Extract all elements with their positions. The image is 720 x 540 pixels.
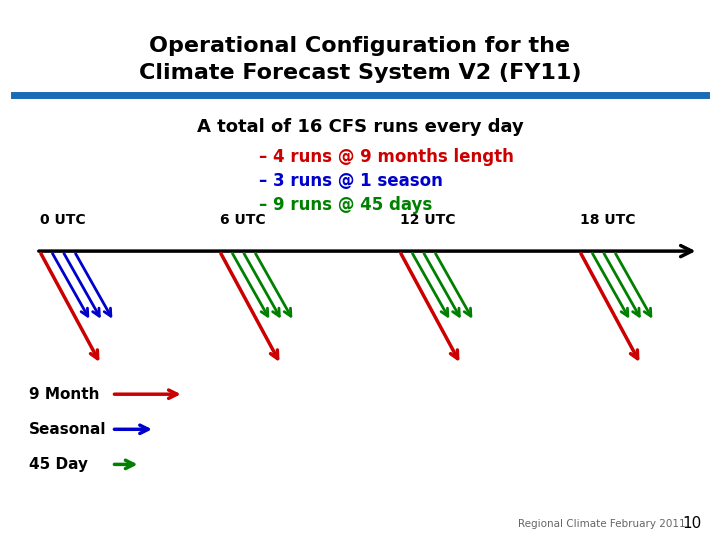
Text: Regional Climate February 2011: Regional Climate February 2011 xyxy=(518,519,686,529)
Text: Operational Configuration for the: Operational Configuration for the xyxy=(150,36,570,56)
Text: 18 UTC: 18 UTC xyxy=(580,213,635,227)
Text: 12 UTC: 12 UTC xyxy=(400,213,455,227)
Text: Climate Forecast System V2 (FY11): Climate Forecast System V2 (FY11) xyxy=(139,63,581,83)
Text: Seasonal: Seasonal xyxy=(29,422,107,437)
Text: 9 Month: 9 Month xyxy=(29,387,99,402)
Text: 6 UTC: 6 UTC xyxy=(220,213,265,227)
Text: A total of 16 CFS runs every day: A total of 16 CFS runs every day xyxy=(197,118,523,136)
Text: 0 UTC: 0 UTC xyxy=(40,213,85,227)
Text: – 3 runs @ 1 season: – 3 runs @ 1 season xyxy=(259,172,443,190)
Text: 10: 10 xyxy=(683,516,702,531)
Text: 45 Day: 45 Day xyxy=(29,457,88,472)
Text: – 9 runs @ 45 days: – 9 runs @ 45 days xyxy=(259,196,433,214)
Text: – 4 runs @ 9 months length: – 4 runs @ 9 months length xyxy=(259,147,514,166)
